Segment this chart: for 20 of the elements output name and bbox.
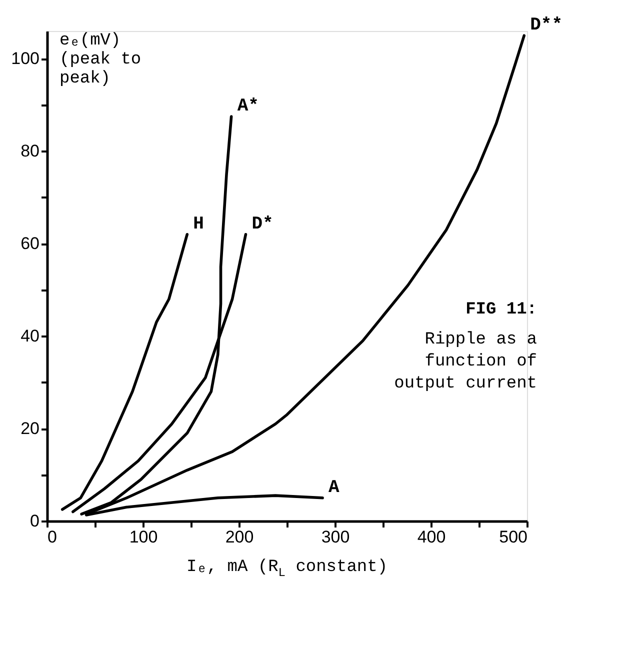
y-tick-label: 100 [11,49,40,68]
y-tick-label: 80 [20,142,40,161]
y-tick-label: 60 [20,234,40,254]
x-tick-label: 500 [499,528,528,546]
x-tick-label: 0 [48,528,57,546]
x-tick-label: 300 [321,528,350,546]
x-tick-label: 200 [225,528,254,546]
y-tick-label: 20 [20,419,40,438]
series-label: D* [252,214,274,234]
series-label: H [193,214,204,234]
y-axis-title: eₑ(mV) (peak to peak) [60,32,142,88]
y-tick-label: 40 [20,326,40,346]
series-label: A [328,478,340,498]
x-tick-label: 400 [417,528,446,546]
series-label: A* [237,96,259,117]
y-tick-label: 0 [30,512,40,530]
series-label: D** [530,16,563,36]
annotation: FIG 11: [466,300,537,320]
x-tick-label: 100 [129,528,158,546]
annotation: Ripple as a function of output current [394,330,537,394]
